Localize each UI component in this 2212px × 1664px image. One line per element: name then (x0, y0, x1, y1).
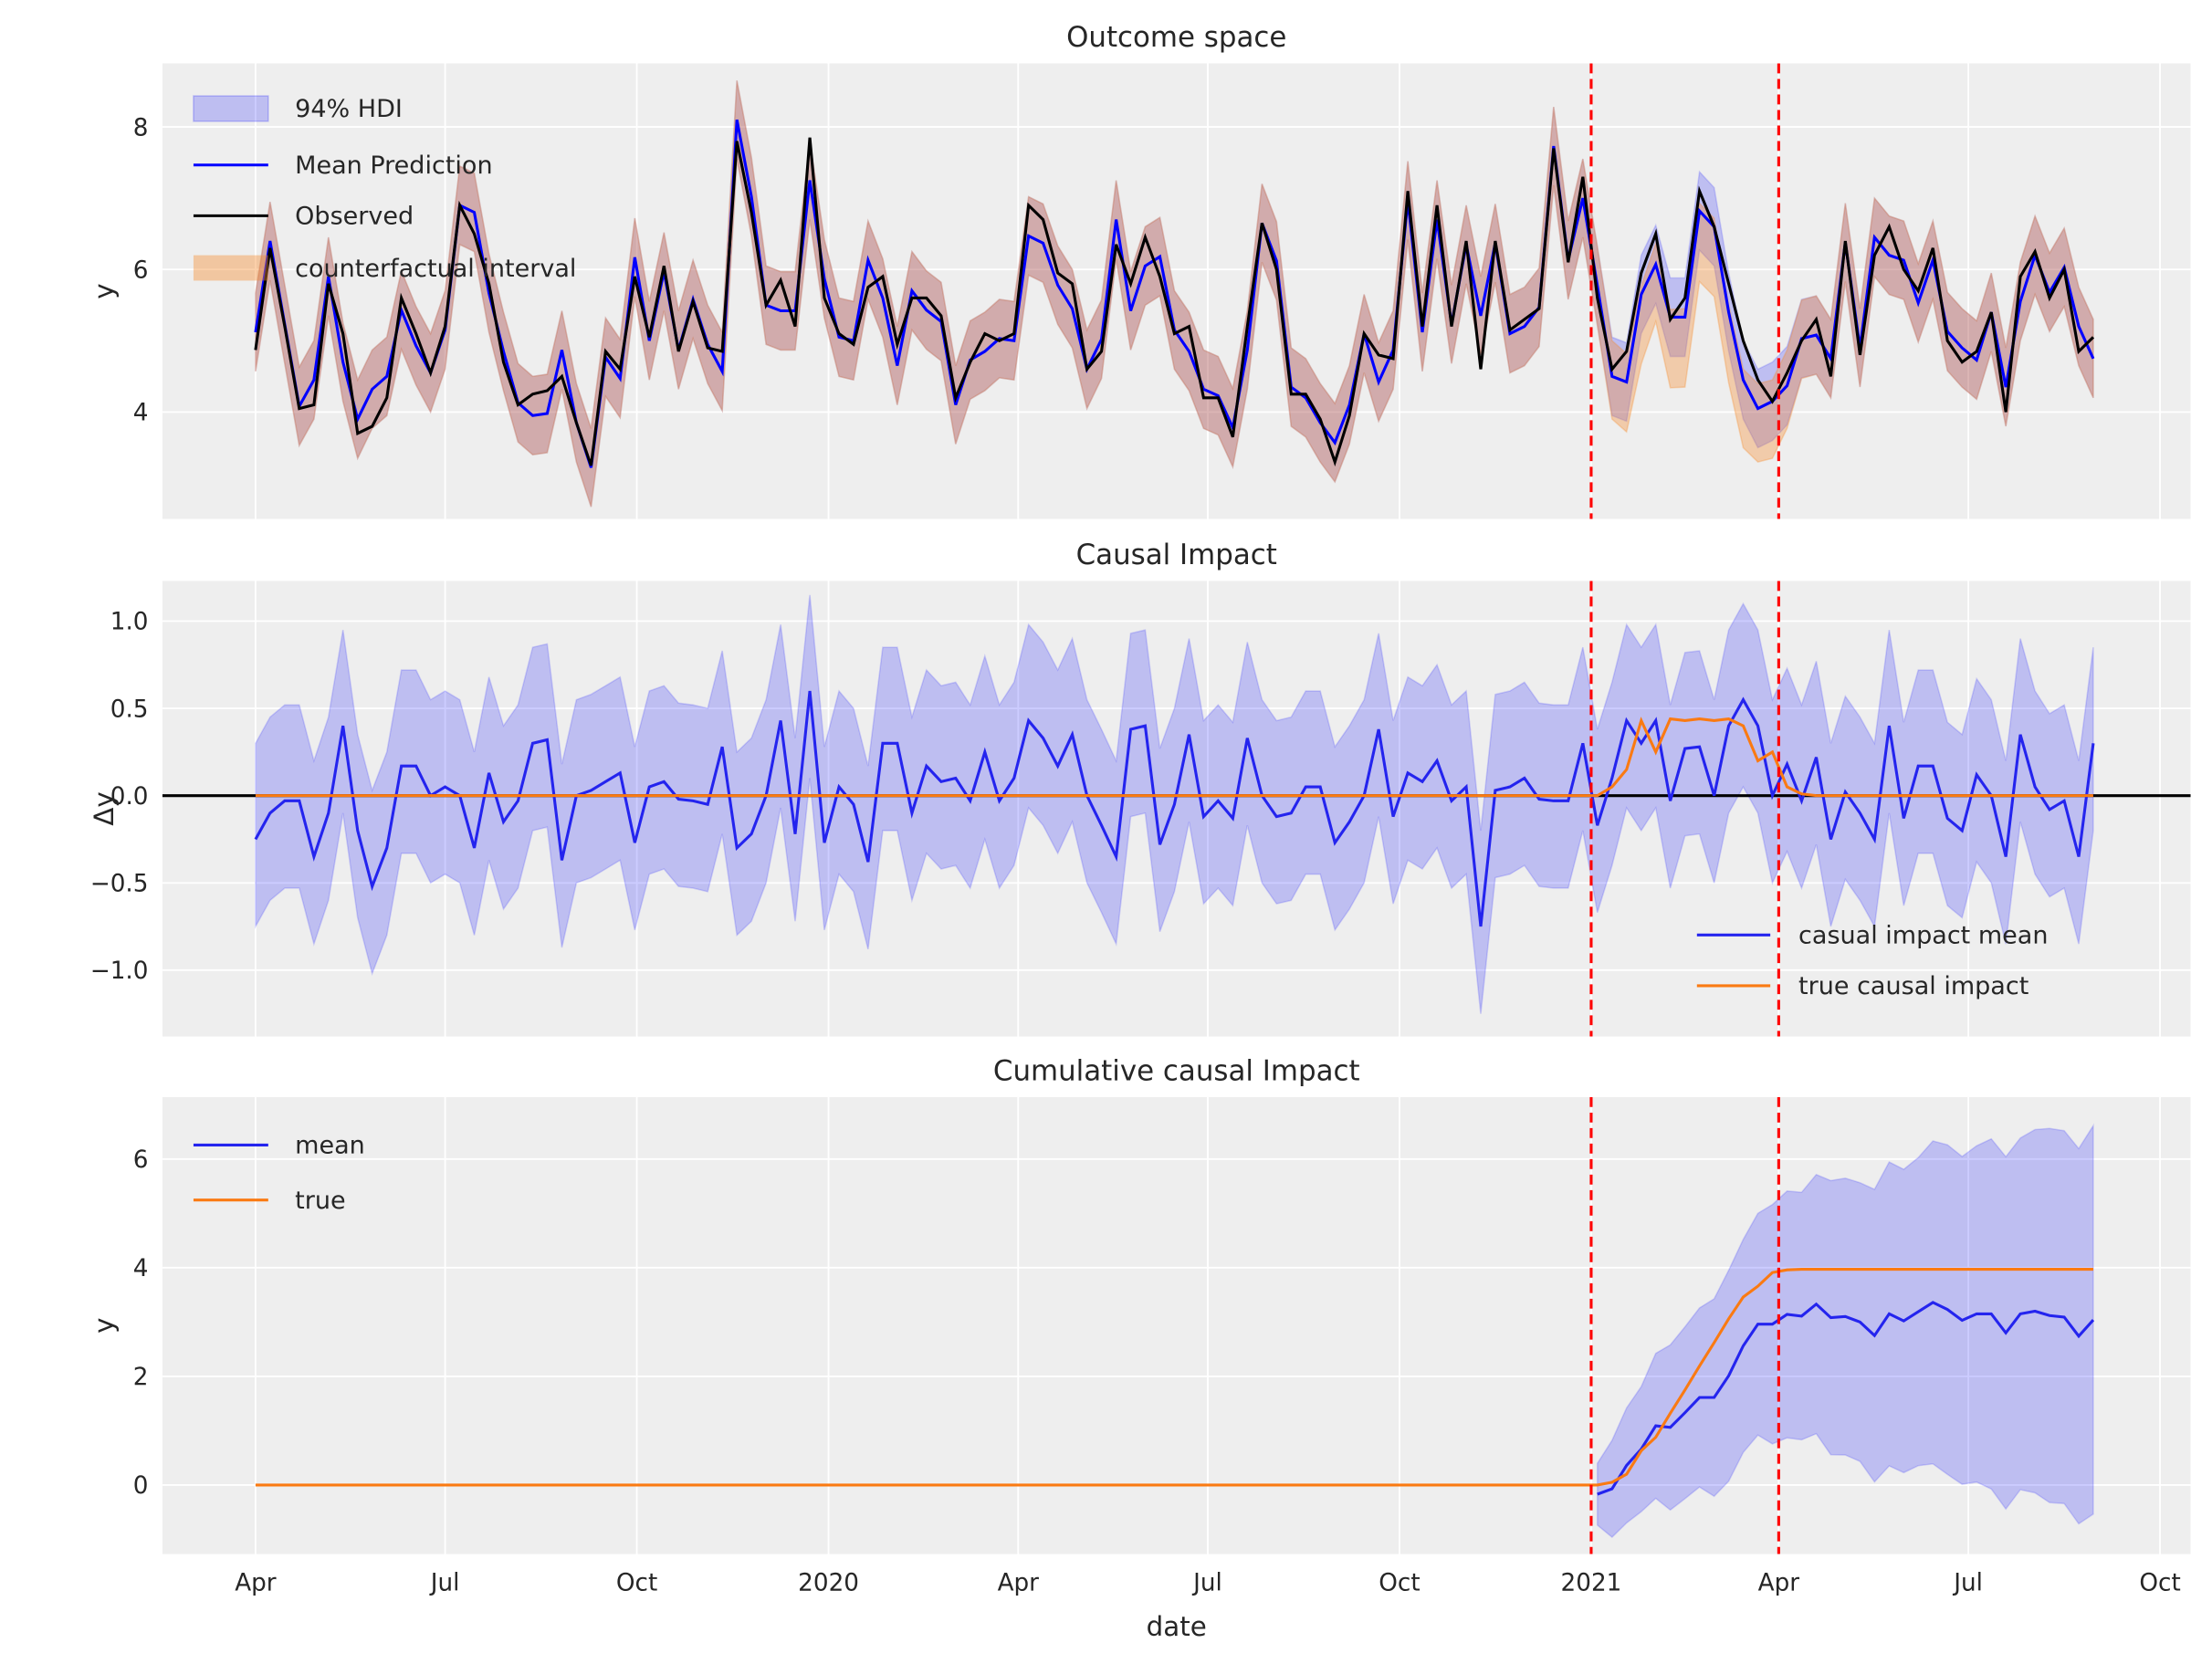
x-axis: Apr Jul Oct 2020 Apr Jul Oct 2021 Apr Jul Oct date (235, 1570, 2181, 1642)
y-tick-label: 0.0 (110, 783, 149, 811)
legend: mean true (193, 1132, 365, 1215)
legend-label: Observed (295, 203, 414, 231)
x-tick-label: Oct (616, 1570, 657, 1597)
legend-label: true causal impact (1798, 972, 2029, 1000)
legend: 94% HDI Mean Prediction Observed counterfac… (193, 95, 576, 283)
x-tick-label: 2021 (1561, 1570, 1622, 1597)
panel-title: Causal Impact (1076, 539, 1277, 571)
panel-1: 4 6 8 Outcome space y 94% HDI Mean Prediction O… (89, 21, 2191, 519)
y-tick-label: 1.0 (110, 609, 149, 636)
y-tick-label: 2 (133, 1364, 149, 1391)
y-axis-label: y (89, 283, 120, 298)
y-tick-label: 4 (133, 400, 149, 427)
legend-hdi-swatch (193, 95, 269, 122)
plot-area (162, 1096, 2191, 1554)
legend-counterfactual-swatch (193, 255, 268, 281)
x-axis-label: date (1147, 1611, 1207, 1642)
legend-label: counterfactual interval (295, 255, 576, 283)
observed-line (254, 137, 2095, 467)
true-causal-impact-line (255, 717, 2093, 798)
x-tick-label: Oct (1379, 1570, 1420, 1597)
y-tick-label: 0 (133, 1472, 149, 1500)
legend: casual impact mean true causal impact (1696, 922, 2048, 1000)
legend-label: Mean Prediction (295, 152, 492, 180)
cumulative-hdi-band (1596, 1123, 2094, 1539)
panel-title: Outcome space (1066, 21, 1286, 54)
legend-label: casual impact mean (1798, 922, 2048, 950)
legend-label: true (295, 1187, 345, 1215)
panel-2: −1.0 −0.5 0.0 0.5 1.0 Causal Impact Δy casual i… (89, 539, 2191, 1037)
causal-impact-mean-line (254, 690, 2095, 927)
y-axis-label: y (89, 1318, 120, 1334)
x-tick-label: Oct (2139, 1570, 2180, 1597)
y-tick-label: 6 (133, 1146, 149, 1174)
x-tick-label: Jul (429, 1570, 460, 1597)
y-tick-label: 6 (133, 256, 149, 284)
y-axis-label: Δy (89, 791, 120, 825)
y-tick-label: 4 (133, 1255, 149, 1282)
panel-title: Cumulative causal Impact (993, 1054, 1360, 1087)
hdi-band (255, 80, 2094, 508)
x-tick-label: Jul (1952, 1570, 1983, 1597)
legend-label: mean (295, 1132, 365, 1160)
y-tick-label: 0.5 (110, 696, 149, 723)
x-tick-label: Jul (1191, 1570, 1222, 1597)
y-tick-label: −1.0 (90, 958, 149, 985)
y-tick-label: −0.5 (90, 871, 149, 898)
panel-3: 0 2 4 6 Cumulative causal Impact y mean true (89, 1054, 2191, 1554)
y-tick-label: 8 (133, 114, 149, 141)
cumulative-mean-line (1597, 1301, 2095, 1496)
cumulative-true-line (255, 1268, 2093, 1487)
counterfactual-band (255, 80, 2094, 508)
legend-label: 94% HDI (295, 95, 403, 123)
x-tick-label: Apr (1758, 1570, 1800, 1597)
x-tick-label: Apr (998, 1570, 1040, 1597)
x-tick-label: 2020 (798, 1570, 859, 1597)
x-tick-label: Apr (235, 1570, 277, 1597)
